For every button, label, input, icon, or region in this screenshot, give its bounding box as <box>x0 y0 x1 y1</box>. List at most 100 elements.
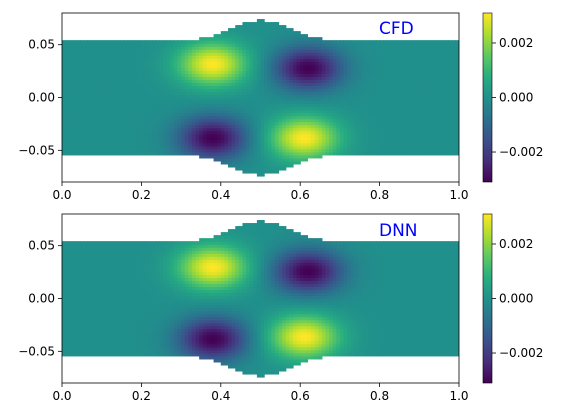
heatmap-cell <box>220 121 226 126</box>
heatmap-cell <box>361 64 366 68</box>
heatmap-cell <box>383 70 388 74</box>
heatmap-cell <box>90 316 96 321</box>
heatmap-cell <box>94 256 99 260</box>
heatmap-cell <box>105 295 110 300</box>
heatmap-cell <box>386 97 392 102</box>
heatmap-cell <box>119 136 124 141</box>
heatmap-cell <box>260 166 265 171</box>
heatmap-cell <box>314 82 319 87</box>
heatmap-cell <box>249 136 254 141</box>
heatmap-cell <box>83 346 88 351</box>
heatmap-cell <box>155 40 161 44</box>
heatmap-cell <box>108 331 114 336</box>
heatmap-cell <box>307 70 312 74</box>
heatmap-cell <box>191 121 197 126</box>
heatmap-cell <box>69 127 74 132</box>
heatmap-cell <box>76 250 81 254</box>
heatmap-cell <box>300 100 305 105</box>
heatmap-cell <box>401 130 406 135</box>
heatmap-cell <box>264 103 269 108</box>
heatmap-cell <box>83 82 88 87</box>
heatmap-cell <box>249 118 254 123</box>
heatmap-cell <box>94 259 99 263</box>
heatmap-cell <box>404 67 410 71</box>
heatmap-cell <box>372 40 377 44</box>
heatmap-cell <box>76 70 81 74</box>
heatmap-cell <box>119 100 124 105</box>
heatmap-cell <box>386 76 392 80</box>
heatmap-cell <box>238 43 244 47</box>
heatmap-cell <box>80 274 85 278</box>
heatmap-cell <box>173 67 179 71</box>
heatmap-cell <box>325 136 330 141</box>
heatmap-cell <box>242 112 247 117</box>
heatmap-cell <box>354 136 359 141</box>
heatmap-cell <box>253 136 258 141</box>
heatmap-cell <box>188 151 193 156</box>
heatmap-cell <box>246 88 251 93</box>
heatmap-cell <box>80 115 85 120</box>
heatmap-cell <box>314 103 319 108</box>
heatmap-cell <box>235 145 240 150</box>
heatmap-cell <box>368 40 373 44</box>
heatmap-cell <box>444 40 449 44</box>
heatmap-cell <box>116 70 121 74</box>
heatmap-cell <box>76 85 81 90</box>
heatmap-cell <box>76 337 81 342</box>
heatmap-cell <box>105 118 110 123</box>
heatmap-cell <box>271 49 276 53</box>
heatmap-cell <box>108 106 114 111</box>
heatmap-cell <box>119 145 124 150</box>
heatmap-cell <box>246 82 251 87</box>
heatmap-cell <box>256 55 262 59</box>
heatmap-cell <box>155 43 161 47</box>
heatmap-cell <box>62 85 67 90</box>
heatmap-cell <box>101 301 106 306</box>
heatmap-cell <box>253 133 258 138</box>
heatmap-cell <box>278 133 283 138</box>
heatmap-cell <box>126 91 132 96</box>
heatmap-cell <box>397 136 402 141</box>
heatmap-cell <box>321 94 327 99</box>
heatmap-cell <box>141 55 146 59</box>
heatmap-cell <box>80 313 85 318</box>
heatmap-cell <box>195 124 200 129</box>
heatmap-cell <box>368 139 373 144</box>
heatmap-cell <box>141 148 146 153</box>
heatmap-cell <box>217 67 222 71</box>
heatmap-cell <box>332 55 337 59</box>
heatmap-cell <box>433 94 438 99</box>
heatmap-cell <box>206 154 211 159</box>
heatmap-cell <box>69 250 74 254</box>
heatmap-cell <box>412 70 417 74</box>
heatmap-cell <box>430 115 435 120</box>
heatmap-cell <box>296 58 301 62</box>
heatmap-cell <box>105 253 110 257</box>
heatmap-cell <box>321 121 327 126</box>
heatmap-cell <box>311 139 316 144</box>
x-tick-label: 0.2 <box>132 188 151 202</box>
heatmap-cell <box>137 79 142 84</box>
heatmap-cell <box>329 103 334 108</box>
heatmap-cell <box>87 64 92 68</box>
heatmap-cell <box>383 55 388 59</box>
heatmap-cell <box>116 40 121 44</box>
heatmap-cell <box>383 67 388 71</box>
heatmap-cell <box>98 112 103 117</box>
heatmap-cell <box>246 142 251 147</box>
heatmap-cell <box>390 121 395 126</box>
heatmap-cell <box>415 67 420 71</box>
heatmap-cell <box>90 331 96 336</box>
heatmap-cell <box>448 61 453 65</box>
heatmap-cell <box>271 43 276 47</box>
heatmap-cell <box>368 94 373 99</box>
heatmap-cell <box>242 79 247 84</box>
heatmap-cell <box>163 151 168 156</box>
heatmap-cell <box>177 130 182 135</box>
heatmap-cell <box>170 148 175 153</box>
heatmap-cell <box>394 133 399 138</box>
heatmap-cell <box>134 52 139 56</box>
heatmap-cell <box>394 58 399 62</box>
heatmap-cell <box>224 109 229 114</box>
heatmap-cell <box>368 91 373 96</box>
